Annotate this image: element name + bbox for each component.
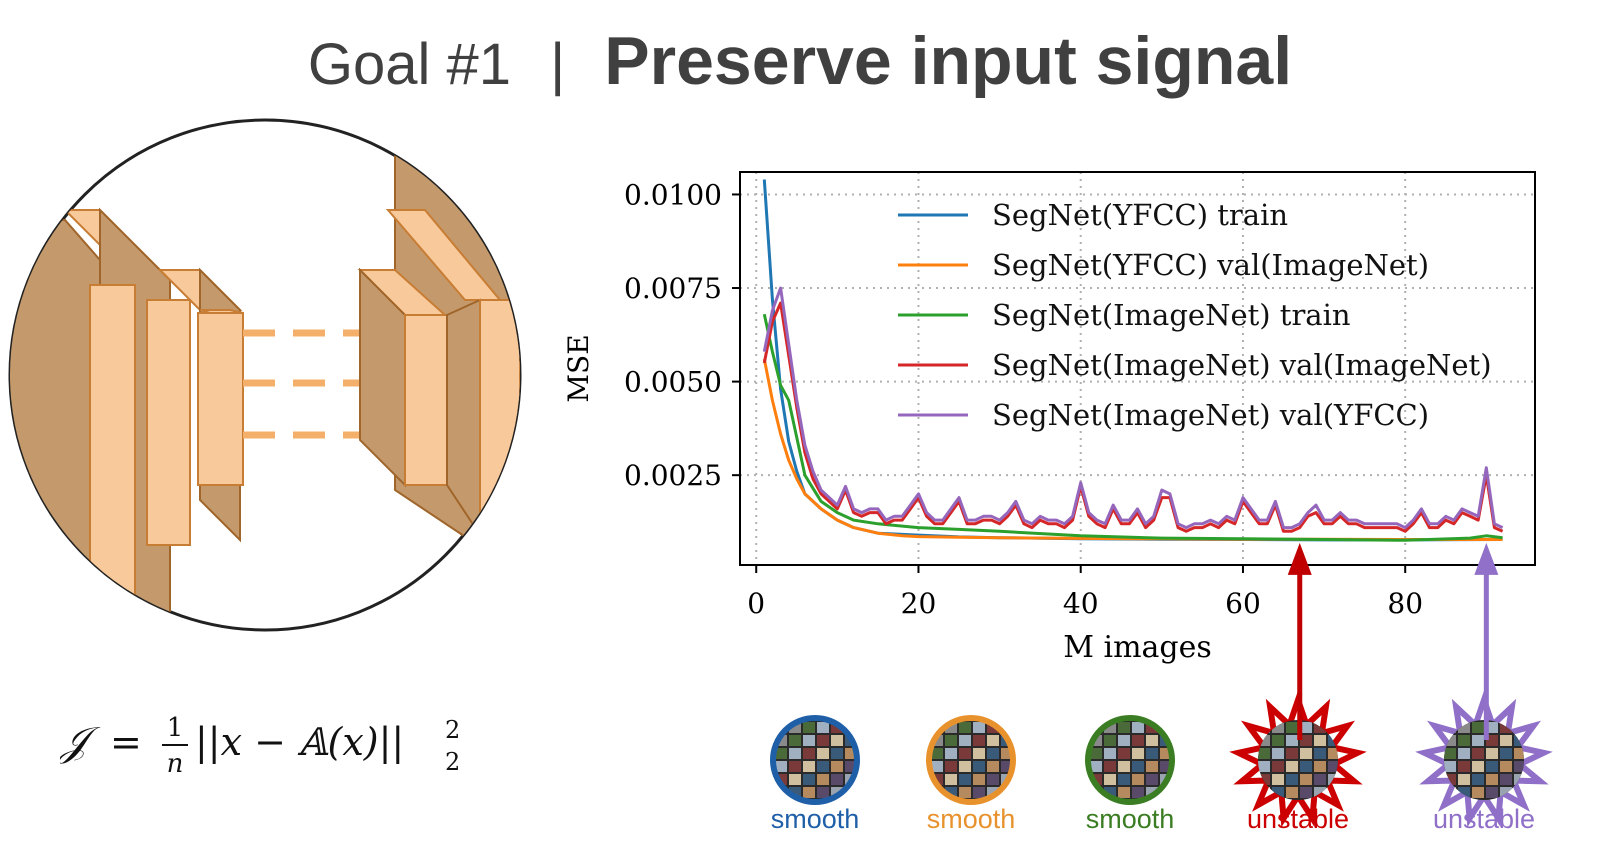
thumbnail-label: smooth <box>926 804 1016 834</box>
title-text: Preserve input signal <box>604 23 1293 99</box>
y-axis-label: MSE <box>562 334 595 402</box>
legend-entry: SegNet(YFCC) train <box>992 198 1288 232</box>
series-line-5 <box>762 286 1504 530</box>
thumbnail-label: unstable <box>1246 804 1350 834</box>
y-tick-label: 0.0050 <box>624 366 722 399</box>
legend-entry: SegNet(ImageNet) val(YFCC) <box>992 398 1429 432</box>
formula-frac-den: n <box>167 749 184 779</box>
x-axis-label: M images <box>1063 630 1212 665</box>
series-line-4 <box>762 301 1504 533</box>
legend-entry: SegNet(ImageNet) val(ImageNet) <box>992 348 1492 382</box>
y-tick-label: 0.0100 <box>624 178 722 211</box>
mse-line-chart: 0 20 40 60 80 0.0025 0.0050 0.0075 0.0100 SegNet… <box>562 171 1536 665</box>
chart-series <box>762 179 1504 542</box>
formula-sup: 2 <box>445 716 460 744</box>
formula-lhs: 𝒥 <box>60 719 101 765</box>
formula-body: ||x − 𝔸(x)|| <box>195 720 404 764</box>
y-tick-label: 0.0025 <box>624 459 722 492</box>
thumbnail-label: smooth <box>770 804 860 834</box>
x-tick-label: 0 <box>747 587 765 620</box>
loss-formula: 𝒥 = 1 n ||x − 𝔸(x)|| 2 2 <box>60 713 460 779</box>
slide-title: Goal #1 | Preserve input signal <box>0 22 1600 100</box>
x-tick-label: 40 <box>1063 587 1099 620</box>
chart-grid <box>740 172 1535 565</box>
thumbnail-label: smooth <box>1085 804 1175 834</box>
x-tick-label: 80 <box>1387 587 1423 620</box>
chart-legend: SegNet(YFCC) train SegNet(YFCC) val(Image… <box>898 198 1492 432</box>
autoencoder-illustration <box>8 118 522 632</box>
legend-entry: SegNet(ImageNet) train <box>992 298 1351 332</box>
thumbnail-row: smooth smooth smooth unstable unstable <box>740 700 1600 860</box>
title-separator: | <box>550 32 566 97</box>
plot-frame <box>739 171 1536 566</box>
formula-eq: = <box>110 720 142 764</box>
chart-axes: 0 20 40 60 80 0.0025 0.0050 0.0075 0.0100 <box>624 178 1423 620</box>
x-tick-label: 20 <box>901 587 937 620</box>
legend-entry: SegNet(YFCC) val(ImageNet) <box>992 248 1429 282</box>
thumbnail-label: unstable <box>1432 804 1536 834</box>
formula-frac-num: 1 <box>167 713 184 743</box>
goal-label: Goal #1 <box>307 32 512 97</box>
formula-sub: 2 <box>445 748 460 776</box>
x-tick-label: 60 <box>1225 587 1261 620</box>
y-tick-label: 0.0075 <box>624 272 722 305</box>
series-line-3 <box>762 313 1503 542</box>
